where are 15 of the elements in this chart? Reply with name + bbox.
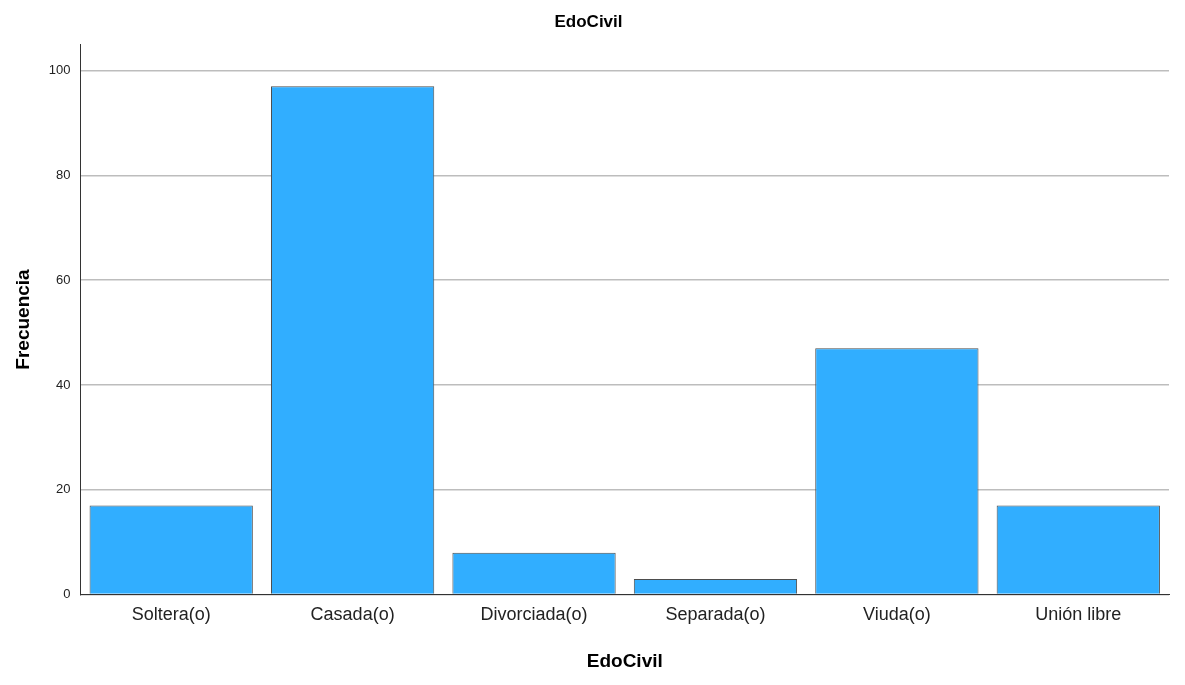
- y-tick-label: 100: [48, 62, 71, 78]
- y-tick-label: 60: [56, 271, 71, 287]
- y-tick-label: 0: [63, 586, 71, 602]
- x-tick-label: Divorciada(o): [480, 604, 588, 625]
- x-tick-label: Soltera(o): [131, 604, 211, 625]
- x-tick-label: Casada(o): [310, 604, 395, 625]
- x-tick-label: Viuda(o): [863, 604, 931, 625]
- x-tick-label: Unión libre: [1035, 604, 1122, 625]
- y-tick-label: 80: [56, 166, 71, 182]
- x-axis-title: EdoCivil: [586, 649, 663, 671]
- chart-title: EdoCivil: [554, 11, 623, 31]
- y-tick-label: 40: [56, 376, 71, 392]
- x-tick-label: Separada(o): [665, 604, 766, 625]
- y-axis-title: Frecuencia: [11, 268, 33, 370]
- y-tick-label: 20: [56, 481, 71, 497]
